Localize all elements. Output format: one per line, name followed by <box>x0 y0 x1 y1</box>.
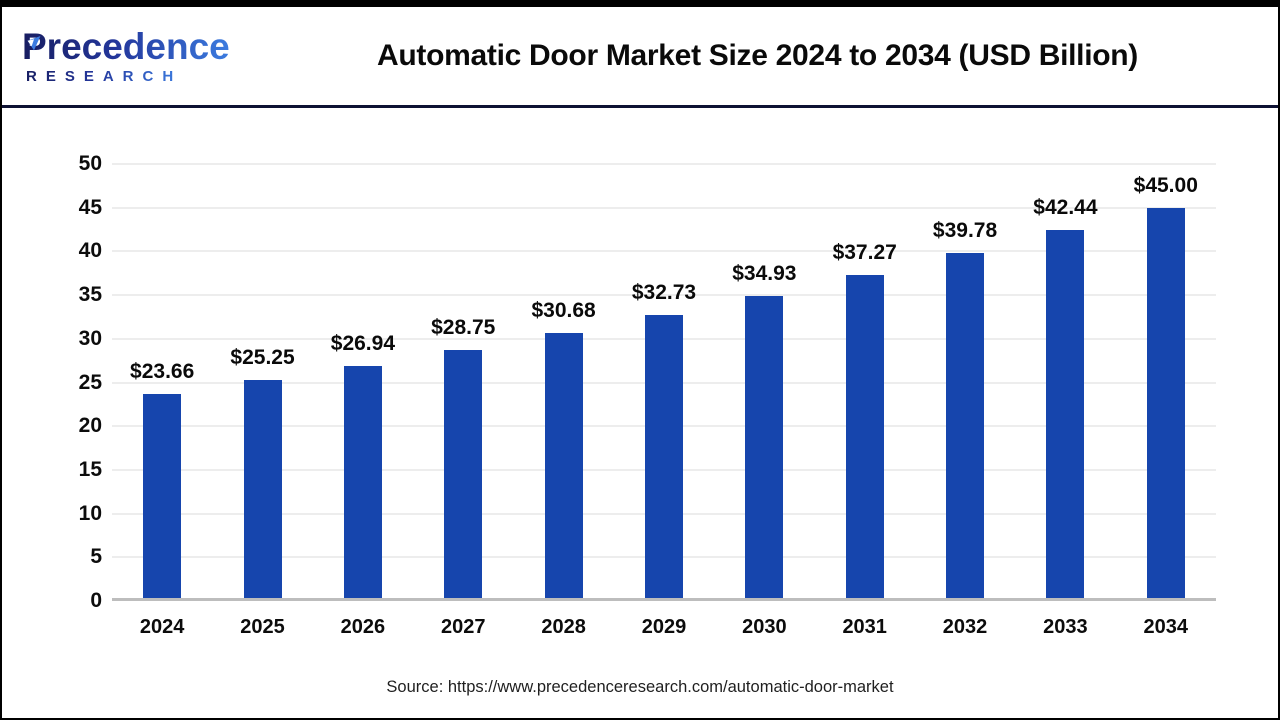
bar-value-label: $30.68 <box>531 298 596 322</box>
bar-column-2029: $32.73 2029 <box>614 164 714 638</box>
bar-2034 <box>1146 207 1185 601</box>
y-axis: 0 5 10 15 20 25 30 35 40 45 50 <box>2 152 102 612</box>
x-tick-label: 2028 <box>541 616 586 638</box>
bar-value-label: $39.78 <box>932 219 998 243</box>
bar-column-2028: $30.68 2028 <box>513 164 613 638</box>
x-axis-line <box>112 598 1216 601</box>
bar-2031 <box>845 275 884 601</box>
x-tick-label: 2025 <box>240 616 285 638</box>
bar-value-label: $25.25 <box>230 346 295 370</box>
bar-2024 <box>143 394 182 601</box>
bar-value-label: $45.00 <box>1133 173 1198 197</box>
bar-value-label: $37.27 <box>832 241 897 265</box>
x-tick-label: 2034 <box>1143 616 1189 638</box>
gridline <box>112 250 1216 253</box>
bar-column-2030: $34.93 2030 <box>714 164 814 638</box>
bar-2032 <box>946 253 985 601</box>
y-tick-label: 40 <box>78 239 102 263</box>
y-tick-label: 50 <box>78 152 102 175</box>
y-tick-label: 20 <box>78 414 102 438</box>
bar-value-label: $28.75 <box>431 315 496 339</box>
bar-value-label: $34.93 <box>732 261 797 285</box>
x-tick-label: 2027 <box>441 616 486 638</box>
bar-column-2026: $26.94 2026 <box>313 164 413 638</box>
bar-chart: 0 5 10 15 20 25 30 35 40 45 50 $23.66 2024 $25.25 202… <box>2 108 1278 716</box>
bar-column-2024: $23.66 2024 <box>112 164 212 638</box>
bar-column-2033: $42.44 2033 <box>1015 164 1115 638</box>
x-tick-label: 2032 <box>942 616 988 638</box>
bar-value-label: $32.73 <box>631 280 697 304</box>
plot-area: $23.66 2024 $25.25 2025 $26.94 2026 $28.75 2027… <box>112 163 1216 638</box>
bar-value-label: $42.44 <box>1033 196 1098 220</box>
source-text: Source: https://www.precedenceresearch.c… <box>386 678 894 696</box>
bar-2029 <box>644 314 683 601</box>
bar-2027 <box>444 349 483 601</box>
y-tick-label: 35 <box>78 283 102 307</box>
bar-2026 <box>343 365 382 601</box>
header-divider <box>2 105 1278 108</box>
header: Precedence RESEARCH Automatic Door Marke… <box>2 7 1278 105</box>
y-tick-label: 30 <box>78 326 102 350</box>
x-tick-label: 2026 <box>340 616 386 638</box>
x-tick-label: 2031 <box>842 616 887 638</box>
y-tick-label: 5 <box>90 545 102 569</box>
logo-research-text: RESEARCH <box>22 69 182 84</box>
bar-column-2027: $28.75 2027 <box>413 164 513 638</box>
bar-column-2025: $25.25 2025 <box>212 164 312 638</box>
bar-2030 <box>745 295 784 601</box>
y-tick-label: 45 <box>78 195 102 219</box>
y-tick-label: 0 <box>90 589 102 612</box>
bar-2033 <box>1046 230 1085 601</box>
bar-column-2034: $45.00 2034 <box>1116 164 1216 638</box>
bar-column-2031: $37.27 2031 <box>815 164 915 638</box>
gridline <box>112 206 1216 209</box>
gridline <box>112 294 1216 297</box>
logo-brand-text: Precedence <box>22 26 230 67</box>
x-tick-label: 2029 <box>641 616 687 638</box>
gridline <box>112 163 1216 165</box>
bars-row: $23.66 2024 $25.25 2025 $26.94 2026 $28.75 2027… <box>112 164 1216 638</box>
bar-column-2032: $39.78 2032 <box>915 164 1015 638</box>
bar-value-label: $26.94 <box>330 331 396 355</box>
x-tick-label: 2033 <box>1043 616 1088 638</box>
chart-title: Automatic Door Market Size 2024 to 2034 … <box>377 39 1138 72</box>
x-tick-label: 2030 <box>742 616 787 638</box>
y-tick-label: 25 <box>78 370 102 394</box>
y-tick-label: 10 <box>78 501 102 525</box>
y-tick-label: 15 <box>78 457 102 481</box>
bar-2028 <box>544 332 583 601</box>
bar-value-label: $23.66 <box>130 360 195 384</box>
precedence-research-logo: Precedence RESEARCH <box>2 28 292 84</box>
x-tick-label: 2024 <box>139 616 185 638</box>
bar-2025 <box>243 380 282 601</box>
